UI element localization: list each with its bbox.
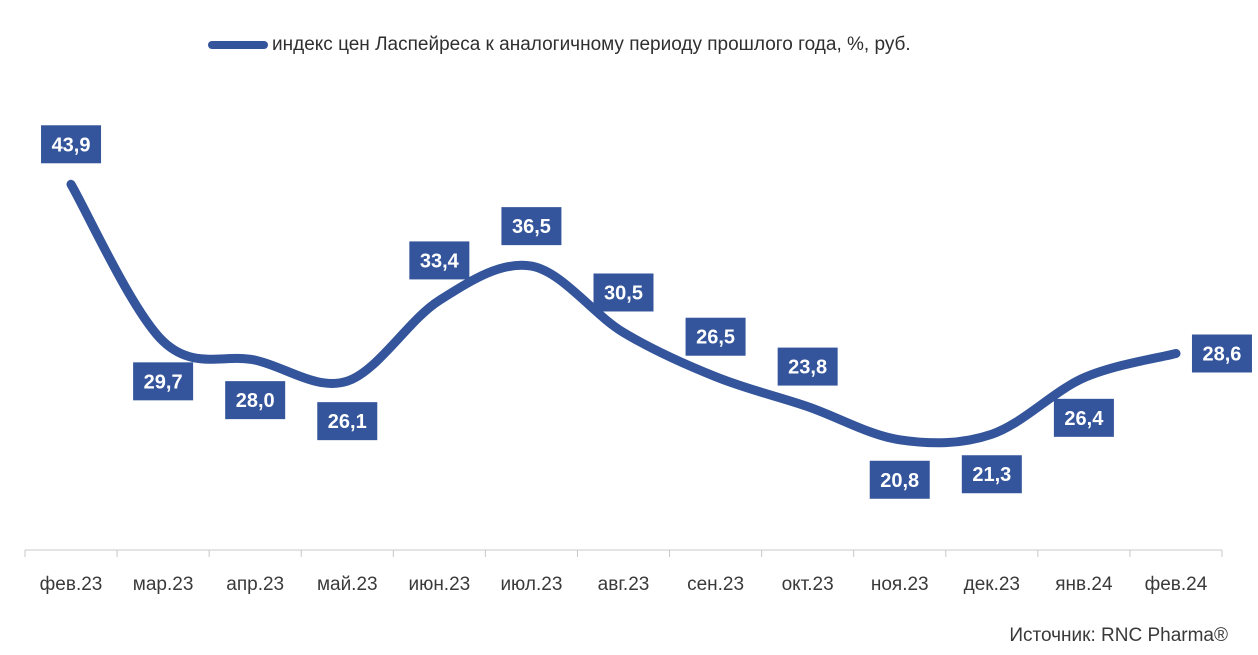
data-label: 26,5 xyxy=(696,327,735,349)
data-label: 30,5 xyxy=(604,282,643,304)
data-label-box xyxy=(869,460,930,499)
x-tick-label: июн.23 xyxy=(408,574,470,595)
data-label: 23,8 xyxy=(788,357,827,379)
x-tick-label: апр.23 xyxy=(226,574,284,595)
series-line xyxy=(66,179,1181,448)
x-tick-label: мар.23 xyxy=(133,574,194,595)
data-label-box xyxy=(409,241,470,280)
data-label: 21,3 xyxy=(972,464,1011,486)
data-label-box xyxy=(685,317,746,356)
x-tick-label: июл.23 xyxy=(500,574,562,595)
data-label-box xyxy=(961,455,1022,494)
x-tick-label: авг.23 xyxy=(598,574,650,595)
x-tick-label: май.23 xyxy=(317,574,378,595)
x-tick-label: сен.23 xyxy=(687,574,744,595)
legend-swatch xyxy=(208,41,268,49)
data-label: 36,5 xyxy=(512,216,551,238)
x-tick-label: окт.23 xyxy=(782,574,834,595)
data-label: 20,8 xyxy=(880,470,919,492)
source-note: Источник: RNC Pharma® xyxy=(1009,625,1228,646)
data-label: 26,4 xyxy=(1064,408,1104,430)
x-tick-label: дек.23 xyxy=(964,574,1020,595)
data-label: 33,4 xyxy=(420,250,460,272)
data-label-box xyxy=(1053,398,1114,437)
data-label-box xyxy=(225,381,286,420)
data-label: 43,9 xyxy=(52,134,91,156)
data-label-box xyxy=(1191,334,1252,373)
data-label-box xyxy=(777,347,838,386)
legend-label: индекс цен Ласпейреса к аналогичному пер… xyxy=(272,34,911,55)
data-label: 29,7 xyxy=(144,371,183,393)
x-tick-label: фев.24 xyxy=(1145,574,1208,595)
data-label-box xyxy=(317,402,378,441)
data-label: 26,1 xyxy=(328,411,367,433)
data-label: 28,6 xyxy=(1202,344,1241,366)
x-tick-label: фев.23 xyxy=(40,574,103,595)
data-label-box xyxy=(41,125,102,164)
data-label-box xyxy=(133,362,194,401)
x-tick-label: ноя.23 xyxy=(871,574,929,595)
data-label-box xyxy=(501,207,562,246)
x-tick-label: янв.24 xyxy=(1055,574,1113,595)
data-label: 28,0 xyxy=(236,390,275,412)
legend: индекс цен Ласпейреса к аналогичному пер… xyxy=(208,33,911,57)
data-label-box xyxy=(593,273,654,312)
